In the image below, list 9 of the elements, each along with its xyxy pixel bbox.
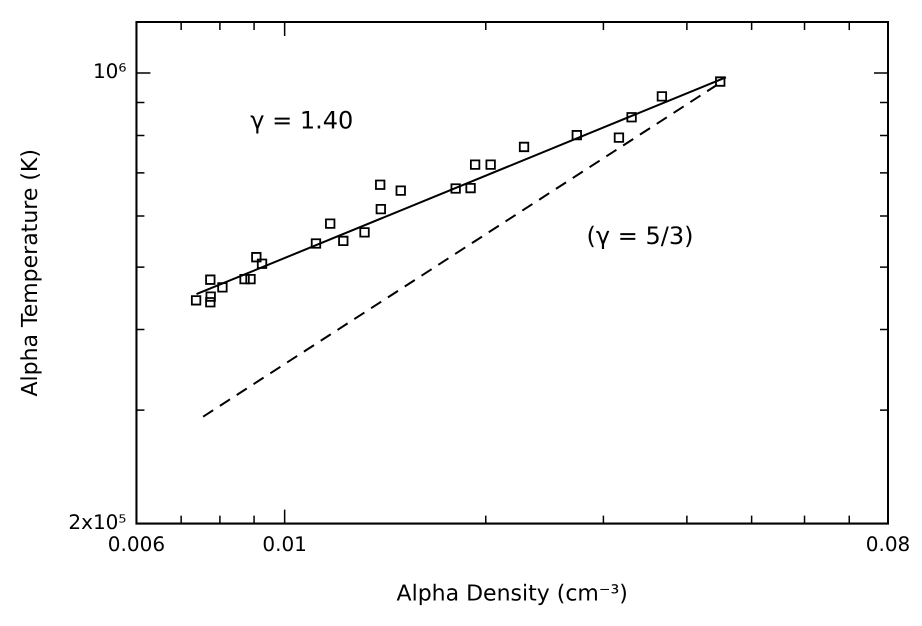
x-tick-label: 0.006 — [108, 532, 166, 556]
x-tick-label: 0.01 — [262, 532, 307, 556]
y-axis-title: Alpha Temperature (K) — [18, 149, 43, 397]
annotation: (γ = 5/3) — [586, 222, 694, 250]
annotation: γ = 1.40 — [250, 106, 354, 135]
x-axis-title: Alpha Density (cm⁻³) — [396, 582, 628, 607]
y-tick-label: 10⁶ — [92, 59, 126, 84]
y-tick-label: 2x10⁵ — [68, 510, 126, 534]
x-tick-label: 0.08 — [866, 532, 910, 556]
